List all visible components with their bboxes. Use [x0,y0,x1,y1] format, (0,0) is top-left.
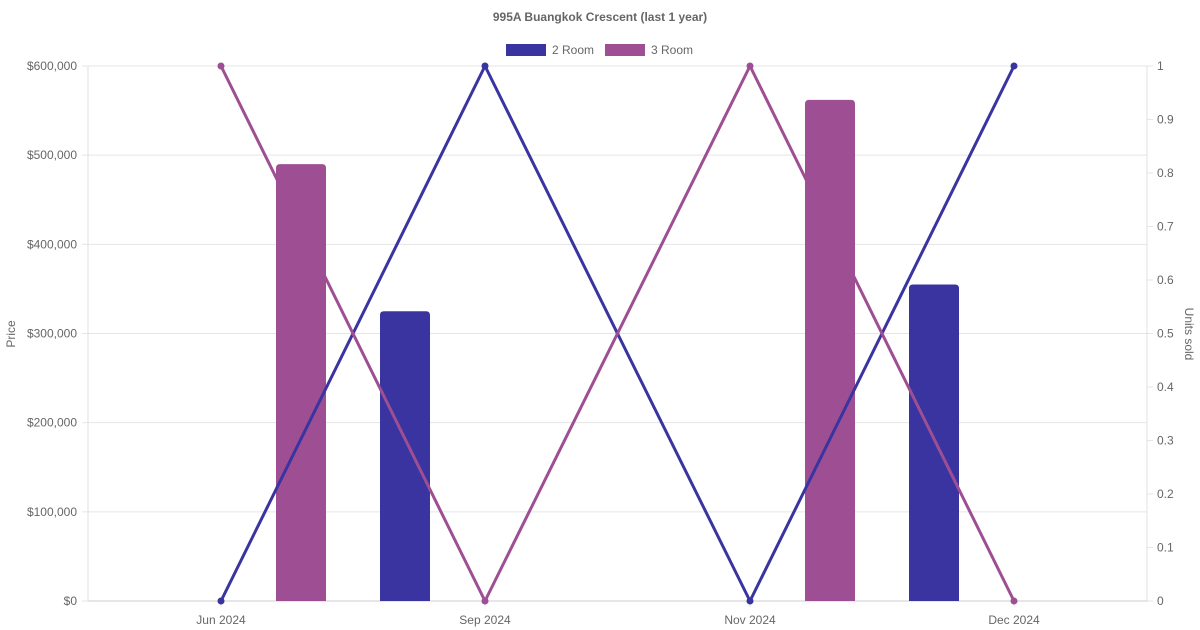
point-3-room[interactable] [217,62,225,70]
left-tick-label: $200,000 [27,416,77,430]
right-tick-label: 0.2 [1157,487,1174,501]
legend-label-2-room[interactable]: 2 Room [552,43,594,57]
right-tick-label: 0.6 [1157,273,1174,287]
right-tick-label: 0.9 [1157,113,1174,127]
point-3-room[interactable] [1010,597,1018,605]
right-tick-label: 1 [1157,59,1164,73]
point-2-room[interactable] [1010,62,1018,70]
left-tick-label: $500,000 [27,148,77,162]
bar-3-room[interactable] [805,99,855,601]
legend-swatch-2-room[interactable] [506,44,546,56]
bar-2-room[interactable] [909,284,959,601]
left-tick-label: $100,000 [27,505,77,519]
right-tick-label: 0.1 [1157,541,1174,555]
point-2-room[interactable] [481,62,489,70]
x-tick-label: Jun 2024 [196,613,246,627]
lines [217,62,1018,605]
legend: 2 Room 3 Room [506,43,693,57]
right-tick-label: 0.8 [1157,166,1174,180]
legend-swatch-3-room[interactable] [605,44,645,56]
x-axis-ticks: Jun 2024 Sep 2024 Nov 2024 Dec 2024 [196,613,1040,627]
left-tick-label: $0 [64,594,78,608]
point-2-room[interactable] [746,597,754,605]
legend-label-3-room[interactable]: 3 Room [651,43,693,57]
bars [276,99,959,602]
point-3-room[interactable] [746,62,754,70]
bar-3-room[interactable] [276,164,326,602]
x-tick-label: Nov 2024 [724,613,776,627]
left-tick-label: $400,000 [27,237,77,251]
x-tick-label: Dec 2024 [988,613,1040,627]
line-3-room [219,64,1016,603]
right-tick-label: 0.4 [1157,380,1174,394]
x-tick-label: Sep 2024 [459,613,511,627]
right-axis-ticks: 0 0.1 0.2 0.3 0.4 0.5 0.6 0.7 0.8 0.9 1 [1157,59,1174,608]
left-tick-label: $300,000 [27,327,77,341]
chart-title: 995A Buangkok Crescent (last 1 year) [493,10,707,24]
point-2-room[interactable] [217,597,225,605]
right-tick-label: 0.3 [1157,434,1174,448]
point-3-room[interactable] [481,597,489,605]
right-axis-title: Units sold [1182,308,1196,361]
bar-2-room[interactable] [380,311,430,601]
left-axis-ticks: $0 $100,000 $200,000 $300,000 $400,000 $500,0… [27,59,77,608]
left-tick-label: $600,000 [27,59,77,73]
right-tick-label: 0 [1157,594,1164,608]
right-tick-label: 0.7 [1157,220,1174,234]
left-axis-title: Price [4,320,18,348]
right-tick-label: 0.5 [1157,327,1174,341]
